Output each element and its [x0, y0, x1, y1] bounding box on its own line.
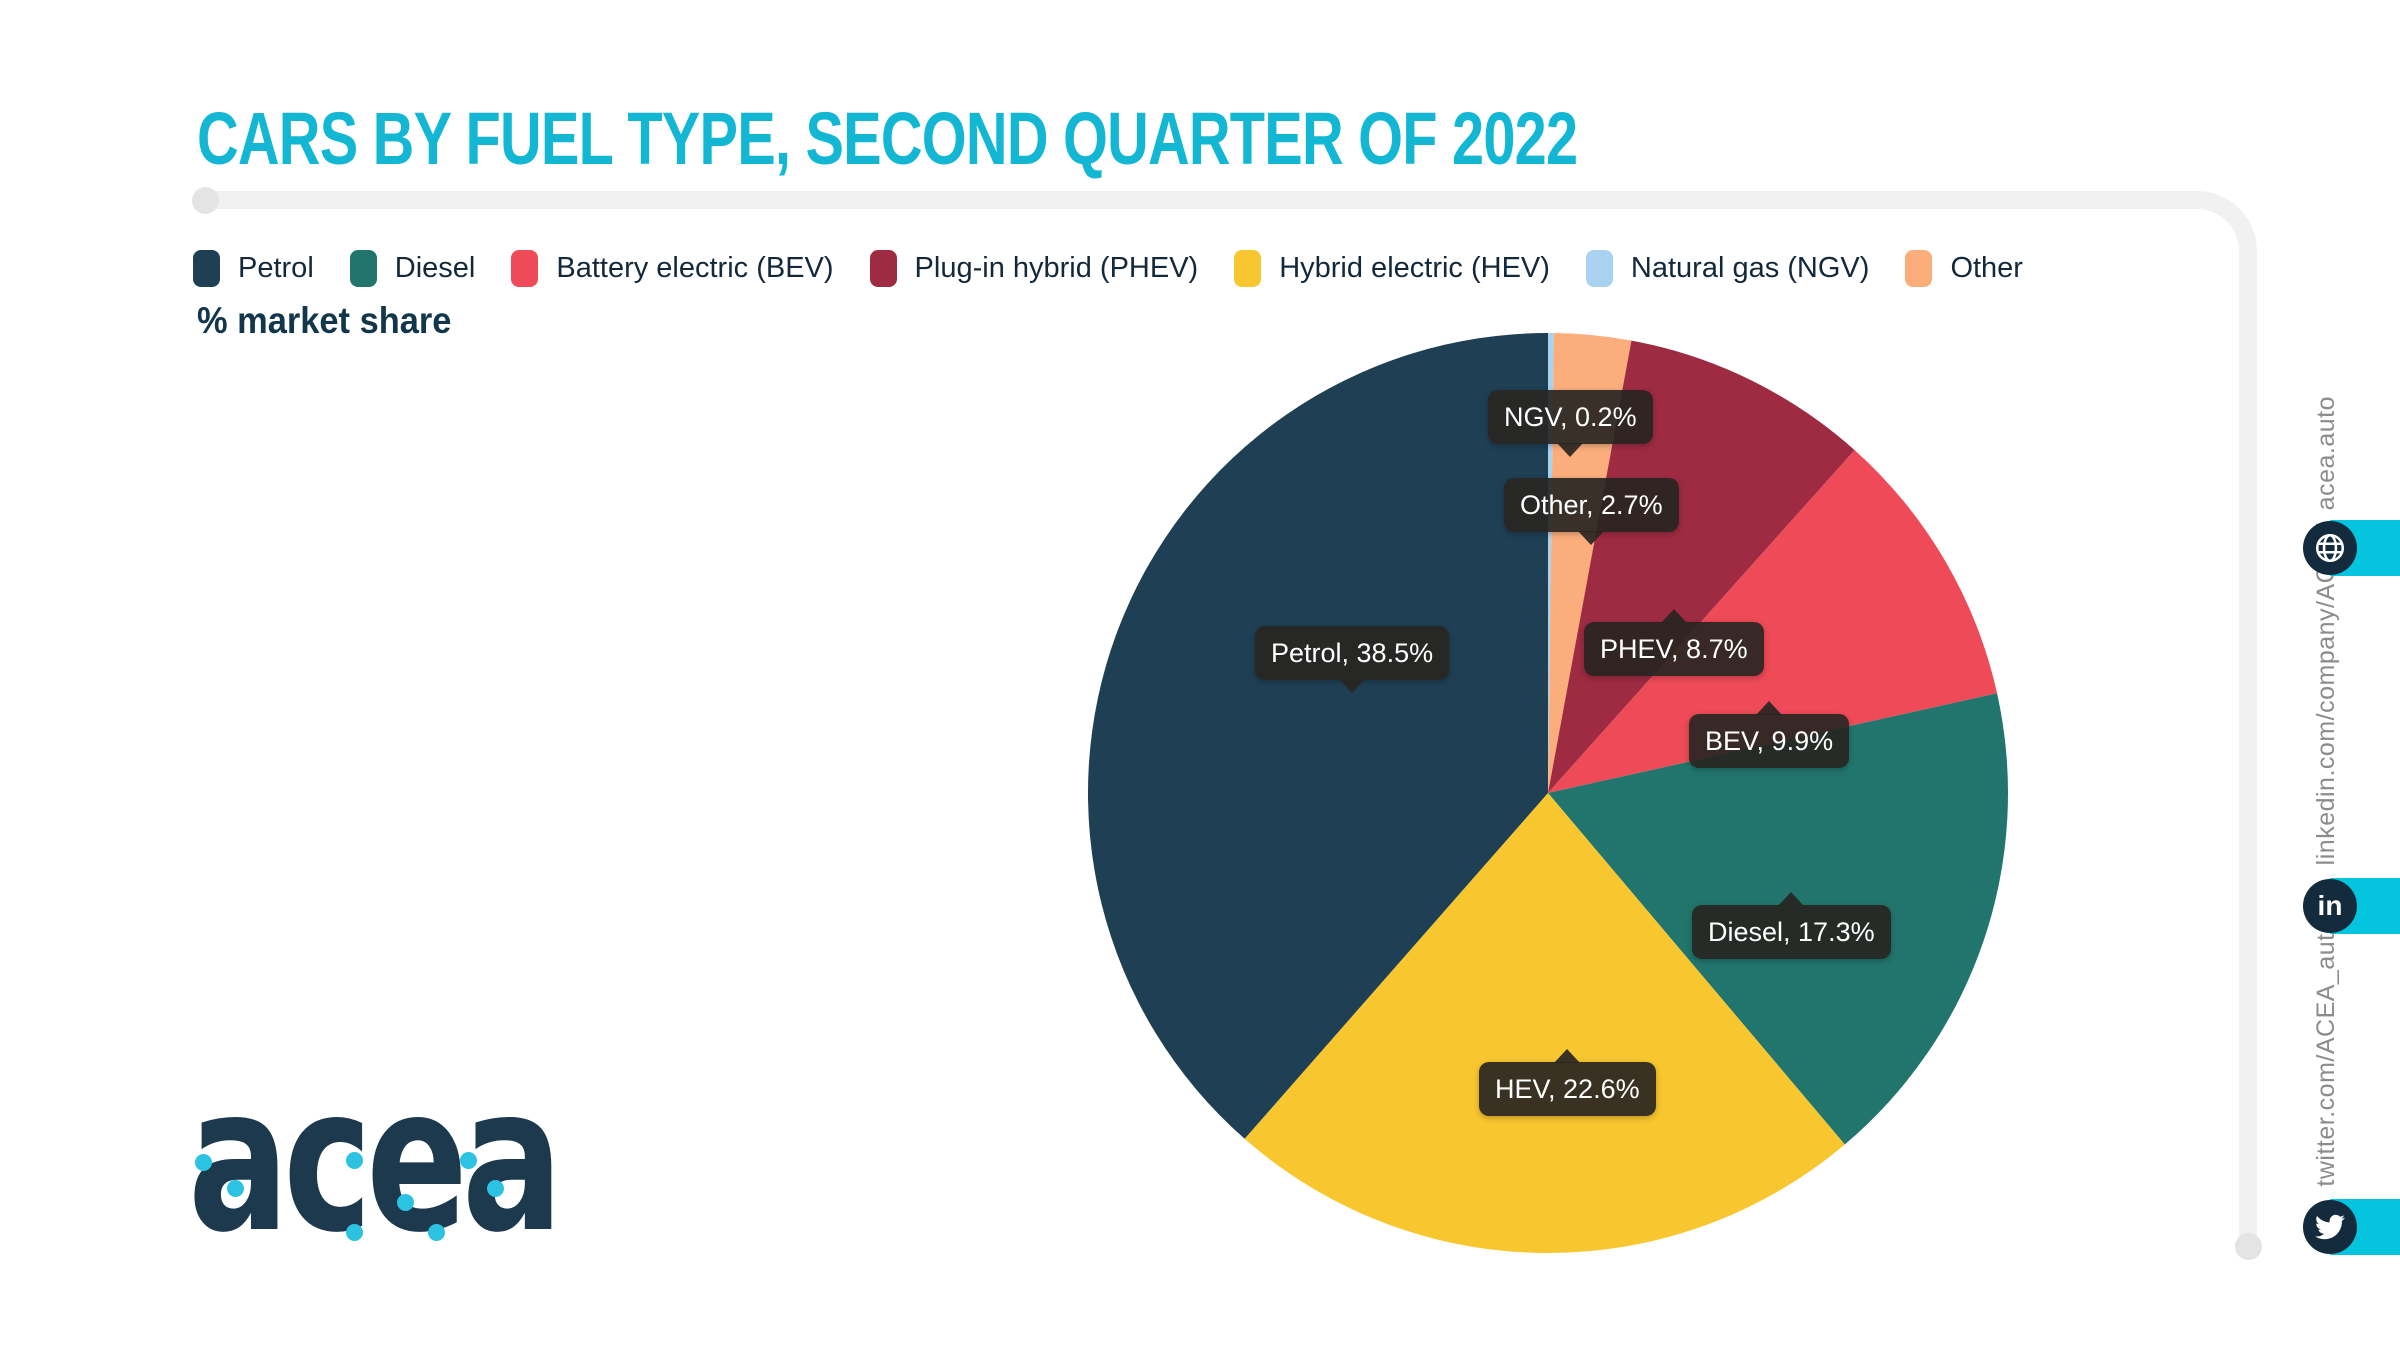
- unit-note: % market share: [197, 300, 452, 341]
- pie-slice-ngv[interactable]: [1548, 333, 1554, 793]
- logo-dot: [346, 1152, 363, 1169]
- legend-item-hev[interactable]: Hybrid electric (HEV): [1234, 250, 1550, 287]
- legend-item-ngv[interactable]: Natural gas (NGV): [1585, 250, 1870, 287]
- legend-swatch-other: [1905, 250, 1933, 287]
- tooltip-bev: BEV, 9.9%: [1689, 701, 1850, 768]
- legend-swatch-bev: [511, 250, 539, 287]
- legend-swatch-ngv: [1585, 250, 1613, 287]
- legend-swatch-diesel: [349, 250, 377, 287]
- logo-dot: [195, 1154, 212, 1171]
- legend-item-bev[interactable]: Battery electric (BEV): [511, 250, 834, 287]
- legend-item-petrol[interactable]: Petrol: [193, 250, 314, 287]
- twitter-icon[interactable]: [2303, 1200, 2357, 1254]
- legend-swatch-hev: [1234, 250, 1262, 287]
- legend: Petrol Diesel Battery electric (BEV) Plu…: [193, 250, 2023, 287]
- logo-dot: [227, 1180, 244, 1197]
- frame-cap-bottom: [2235, 1233, 2262, 1260]
- tooltip-other: Other, 2.7%: [1504, 478, 1679, 545]
- legend-label: Petrol: [238, 252, 314, 284]
- pie-slice-petrol[interactable]: [1087, 332, 1548, 1139]
- linkedin-icon[interactable]: in: [2303, 879, 2357, 933]
- logo-dot: [428, 1224, 445, 1241]
- pie-slice-phev[interactable]: [1548, 340, 1855, 793]
- tooltip-phev: PHEV, 8.7%: [1584, 609, 1764, 676]
- logo-dot: [460, 1152, 477, 1169]
- legend-label: Other: [1950, 252, 2023, 284]
- globe-icon[interactable]: [2303, 521, 2357, 575]
- logo-dot: [346, 1224, 363, 1241]
- legend-label: Plug-in hybrid (PHEV): [914, 252, 1199, 284]
- legend-item-phev[interactable]: Plug-in hybrid (PHEV): [869, 250, 1199, 287]
- tooltip-ngv: NGV, 0.2%: [1488, 390, 1653, 457]
- pie-slice-bev[interactable]: [1548, 450, 1998, 793]
- tooltip-hev: HEV, 22.6%: [1479, 1049, 1656, 1116]
- pie-slice-hev[interactable]: [1244, 793, 1845, 1254]
- legend-swatch-phev: [869, 250, 897, 287]
- frame-line: [196, 191, 2257, 1245]
- logo-dot: [397, 1194, 414, 1211]
- sidebar-link-twitter[interactable]: twitter.com/ACEA_auto: [2312, 919, 2340, 1187]
- legend-label: Diesel: [394, 252, 476, 284]
- sidebar-link-website[interactable]: acea.auto: [2312, 395, 2340, 510]
- legend-label: Hybrid electric (HEV): [1279, 252, 1550, 284]
- legend-item-diesel[interactable]: Diesel: [349, 250, 476, 287]
- legend-label: Battery electric (BEV): [556, 252, 834, 284]
- legend-item-other[interactable]: Other: [1905, 250, 2023, 287]
- frame-cap-left: [192, 187, 219, 214]
- tooltip-diesel: Diesel, 17.3%: [1692, 892, 1891, 959]
- page-title: CARS BY FUEL TYPE, SECOND QUARTER OF 202…: [197, 97, 1578, 180]
- legend-swatch-petrol: [193, 250, 220, 287]
- logo-dot: [487, 1180, 504, 1197]
- tooltip-petrol: Petrol, 38.5%: [1255, 626, 1450, 693]
- acea-logo: acea: [188, 1044, 563, 1277]
- legend-label: Natural gas (NGV): [1630, 252, 1870, 284]
